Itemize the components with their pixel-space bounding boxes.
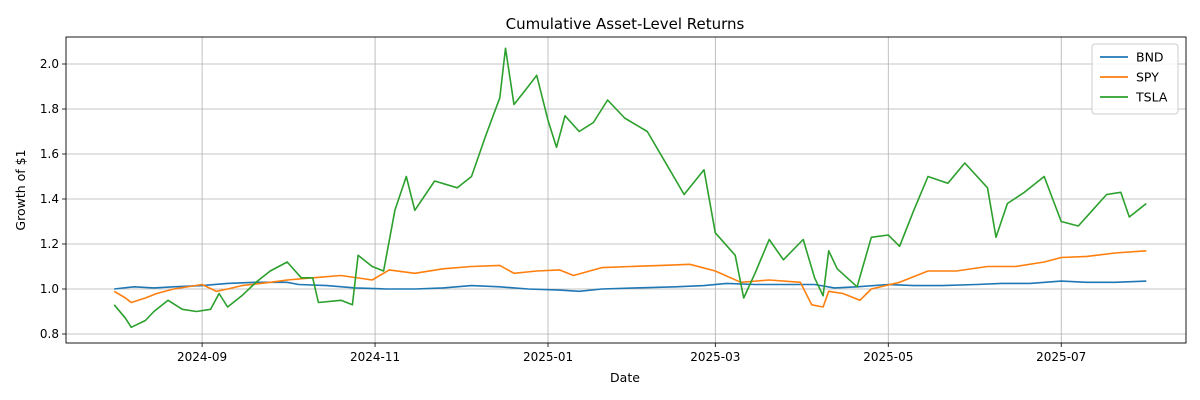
y-axis: 0.8 1.0 1.2 1.4 1.6 1.8 2.0 [40,57,66,341]
chart-title: Cumulative Asset-Level Returns [506,15,745,33]
x-tick-label: 2024-09 [177,350,227,364]
y-tick-label: 1.4 [40,192,59,206]
x-tick-label: 2025-07 [1036,350,1086,364]
y-tick-label: 0.8 [40,327,59,341]
y-tick-label: 1.0 [40,282,59,296]
legend-label-tsla: TSLA [1135,90,1168,105]
series-line-spy [113,250,1147,308]
y-tick-label: 1.6 [40,147,59,161]
y-axis-label: Growth of $1 [13,149,28,230]
x-axis-label: Date [610,370,640,385]
x-tick-label: 2025-01 [523,350,573,364]
legend-label-bnd: BND [1136,50,1164,65]
x-tick-label: 2025-05 [863,350,913,364]
plot-frame [65,36,1187,344]
series-layer [113,47,1147,329]
legend-label-spy: SPY [1136,70,1159,85]
x-axis: 2024-09 2024-11 2025-01 2025-03 2025-05 2025-… [177,343,1086,364]
y-tick-label: 2.0 [40,57,59,71]
series-line-tsla [113,47,1147,329]
y-tick-label: 1.8 [40,102,59,116]
x-tick-label: 2025-03 [690,350,740,364]
grid-lines [66,37,1186,343]
x-tick-label: 2024-11 [350,350,400,364]
y-tick-label: 1.2 [40,237,59,251]
legend: BND SPY TSLA [1091,43,1179,115]
